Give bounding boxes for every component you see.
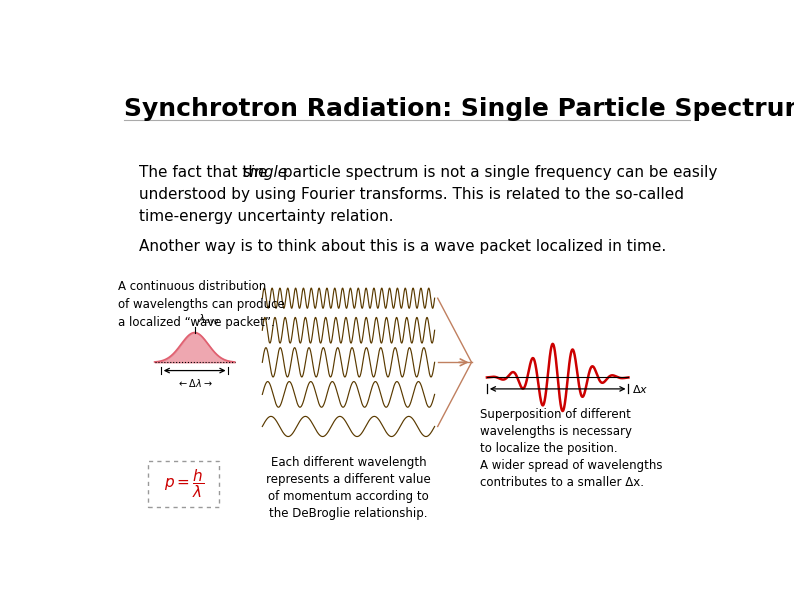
Text: Superposition of different
wavelengths is necessary
to localize the position.
A : Superposition of different wavelengths i… <box>480 408 662 489</box>
Text: The fact that the: The fact that the <box>139 165 272 180</box>
Text: $p = \dfrac{h}{\lambda}$: $p = \dfrac{h}{\lambda}$ <box>164 467 204 500</box>
Text: A continuous distribution
of wavelengths can produce
a localized “wave packet”.: A continuous distribution of wavelengths… <box>118 280 284 329</box>
Text: Each different wavelength
represents a different value
of momentum according to
: Each different wavelength represents a d… <box>266 456 431 520</box>
Text: understood by using Fourier transforms. This is related to the so-called: understood by using Fourier transforms. … <box>139 187 684 202</box>
Bar <box>148 461 219 507</box>
Text: Synchrotron Radiation: Single Particle Spectrum: Synchrotron Radiation: Single Particle S… <box>124 96 794 121</box>
Text: $\Delta x$: $\Delta x$ <box>631 383 648 395</box>
Text: $\lambda_{avg}$: $\lambda_{avg}$ <box>198 312 219 327</box>
Text: particle spectrum is not a single frequency can be easily: particle spectrum is not a single freque… <box>278 165 717 180</box>
Text: Another way is to think about this is a wave packet localized in time.: Another way is to think about this is a … <box>139 239 666 253</box>
Text: $\leftarrow \Delta\lambda \rightarrow$: $\leftarrow \Delta\lambda \rightarrow$ <box>176 377 213 390</box>
Text: time-energy uncertainty relation.: time-energy uncertainty relation. <box>139 209 394 224</box>
Text: single: single <box>243 165 287 180</box>
